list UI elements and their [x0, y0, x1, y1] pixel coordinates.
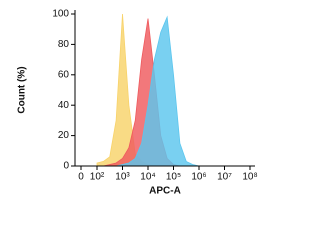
- x-tick-label: 0: [78, 172, 84, 183]
- x-tick-label: 10⁸: [242, 172, 257, 183]
- x-tick-label: 10⁷: [217, 172, 232, 183]
- y-axis-label: Count (%): [17, 66, 28, 113]
- y-tick-label: 100: [52, 9, 69, 20]
- x-tick-label: 10⁶: [191, 172, 206, 183]
- x-tick-label: 10²: [90, 172, 105, 183]
- x-axis-label: APC-A: [149, 186, 181, 197]
- x-tick-label: 10⁵: [166, 172, 181, 183]
- y-tick-label: 0: [63, 161, 69, 172]
- y-tick-label: 20: [58, 130, 70, 141]
- x-tick-label: 10³: [115, 172, 130, 183]
- chart: Count (%) APC-A 0 20 40 60 80 100 0 10² 10³ 10⁴ 10…: [17, 9, 258, 197]
- y-tick-label: 60: [58, 69, 70, 80]
- x-tick-label: 10⁴: [140, 172, 155, 183]
- y-tick-label: 80: [58, 39, 70, 50]
- y-tick-label: 40: [58, 100, 70, 111]
